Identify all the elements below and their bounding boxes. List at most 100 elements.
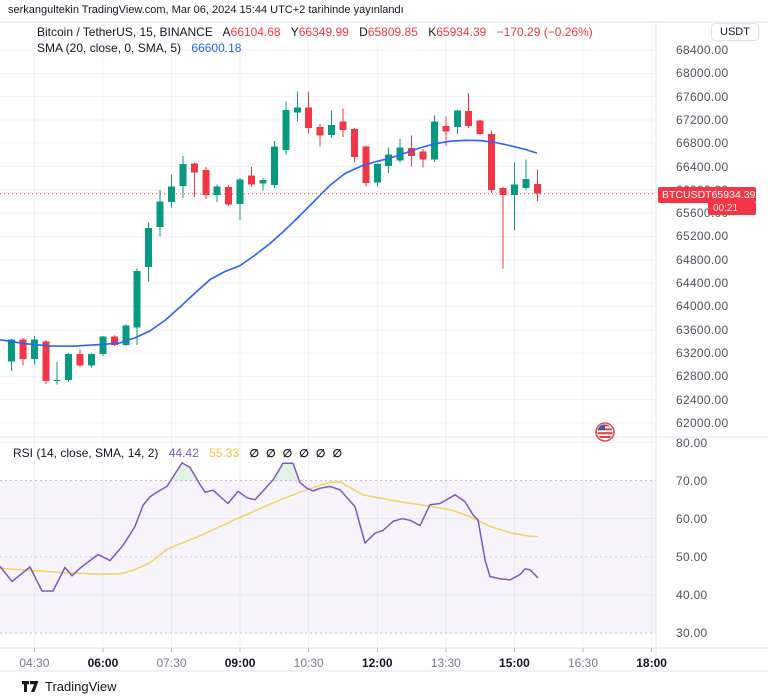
sma-legend: SMA (20, close, 0, SMA, 5) 66600.18	[37, 41, 241, 55]
price-tick-label: 63600.00	[676, 322, 729, 337]
candle	[156, 189, 164, 237]
rsi-tick-label: 40.00	[676, 587, 708, 602]
ohlc-close-label: K	[428, 25, 437, 39]
time-tick-label: 07:30	[156, 656, 187, 670]
ohlc-close-value: 65934.39	[436, 25, 487, 39]
price-tick-label: 67200.00	[676, 112, 729, 127]
tradingview-logo-icon	[22, 680, 39, 692]
rsi-empty-value: ∅	[282, 448, 293, 460]
candle	[293, 91, 301, 122]
candle	[373, 163, 381, 187]
main-legend: Bitcoin / TetherUS, 15, BINANCE A66104.6…	[37, 25, 593, 39]
ohlc-low-label: D	[359, 25, 368, 39]
candle	[133, 268, 141, 345]
candle	[305, 91, 313, 134]
us-flag-event-icon[interactable]	[595, 422, 615, 442]
price-tick-label: 62800.00	[676, 369, 729, 384]
candle	[76, 349, 84, 368]
candle	[522, 159, 530, 190]
candle	[122, 324, 130, 347]
candle	[30, 336, 38, 365]
rsi-label: RSI (14, close, SMA, 14, 2)	[13, 446, 159, 460]
candle	[396, 139, 404, 163]
sma-value: 66600.18	[191, 41, 242, 55]
candle	[202, 167, 210, 200]
candle	[350, 128, 358, 163]
rsi-hidden-values: ∅ ∅ ∅ ∅ ∅ ∅	[242, 446, 342, 460]
candle	[419, 149, 427, 168]
rsi-value: 44.42	[168, 446, 199, 460]
price-tick-label: 64800.00	[676, 252, 729, 267]
candle	[88, 353, 95, 368]
candle	[190, 162, 198, 197]
rsi-tick-label: 50.00	[676, 549, 708, 564]
candle	[168, 174, 175, 208]
ohlc-high-value: 66349.99	[298, 25, 349, 39]
badge-price: 65934.39	[711, 189, 756, 201]
rsi-band	[0, 480, 656, 633]
candle	[385, 147, 393, 173]
candle	[145, 222, 153, 282]
candle	[270, 140, 278, 189]
candle	[248, 167, 255, 187]
time-tick-label: 18:00	[636, 656, 667, 670]
rsi-empty-value: ∅	[249, 448, 260, 460]
ohlc-open-value: 66104.68	[230, 25, 281, 39]
price-tick-label: 64400.00	[676, 276, 729, 291]
currency-toggle-button[interactable]: USDT	[711, 23, 759, 41]
sma-line	[0, 139, 538, 347]
candle	[8, 339, 15, 372]
candle	[236, 178, 244, 221]
ohlc-low-value: 65809.85	[367, 25, 418, 39]
candle	[488, 130, 496, 193]
grid-lines	[0, 22, 656, 652]
candle	[499, 187, 507, 269]
candle	[179, 156, 187, 198]
price-badge[interactable]: BTCUSDT 65934.39	[658, 187, 756, 203]
tradingview-footer-link[interactable]: TradingView	[22, 679, 117, 694]
time-tick-label: 15:00	[499, 656, 530, 670]
rsi-empty-value: ∅	[332, 448, 343, 460]
rsi-tick-label: 30.00	[676, 625, 708, 640]
ohlc-high-label: Y	[290, 25, 299, 39]
price-tick-label: 68000.00	[676, 66, 729, 81]
candlestick-series	[8, 91, 541, 385]
price-tick-label: 67600.00	[676, 89, 729, 104]
rsi-ma-line	[0, 481, 539, 575]
candle	[430, 115, 438, 162]
candle	[316, 124, 324, 147]
rsi-tick-label: 70.00	[676, 473, 708, 488]
time-tick-label: 12:00	[361, 656, 393, 670]
time-tick-label: 04:30	[19, 656, 50, 670]
rsi-line	[0, 462, 539, 592]
rsi-ma-value: 55.33	[209, 446, 240, 460]
candle	[453, 110, 461, 134]
time-tick-label: 13:30	[430, 656, 461, 670]
candle	[213, 184, 221, 203]
price-tick-label: 68400.00	[676, 42, 729, 57]
rsi-tick-label: 80.00	[676, 435, 708, 450]
countdown-badge[interactable]: 00:21	[708, 203, 756, 215]
candle	[328, 110, 335, 138]
candle	[110, 335, 118, 347]
price-tick-label: 63200.00	[676, 346, 729, 361]
change-value: −170.29 (−0.26%)	[496, 25, 593, 39]
time-tick-label: 10:30	[293, 656, 324, 670]
price-tick-label: 66800.00	[676, 136, 729, 151]
rsi-tick-label: 60.00	[676, 511, 708, 526]
candle	[465, 93, 473, 129]
candle	[476, 119, 484, 136]
price-tick-label: 65200.00	[676, 229, 729, 244]
candle	[53, 361, 61, 385]
rsi-legend: RSI (14, close, SMA, 14, 2) 44.42 55.33 …	[13, 446, 342, 460]
rsi-empty-value: ∅	[299, 448, 309, 460]
candle	[19, 337, 27, 366]
candle	[99, 336, 107, 356]
candle	[225, 185, 233, 207]
time-tick-label: 06:00	[87, 656, 119, 670]
attribution-text: serkangultekin TradingView.com, Mar 06, …	[8, 4, 404, 16]
symbol-title: Bitcoin / TetherUS, 15, BINANCE	[37, 25, 213, 39]
sma-label: SMA (20, close, 0, SMA, 5)	[37, 41, 182, 55]
price-tick-label: 64000.00	[676, 299, 729, 314]
